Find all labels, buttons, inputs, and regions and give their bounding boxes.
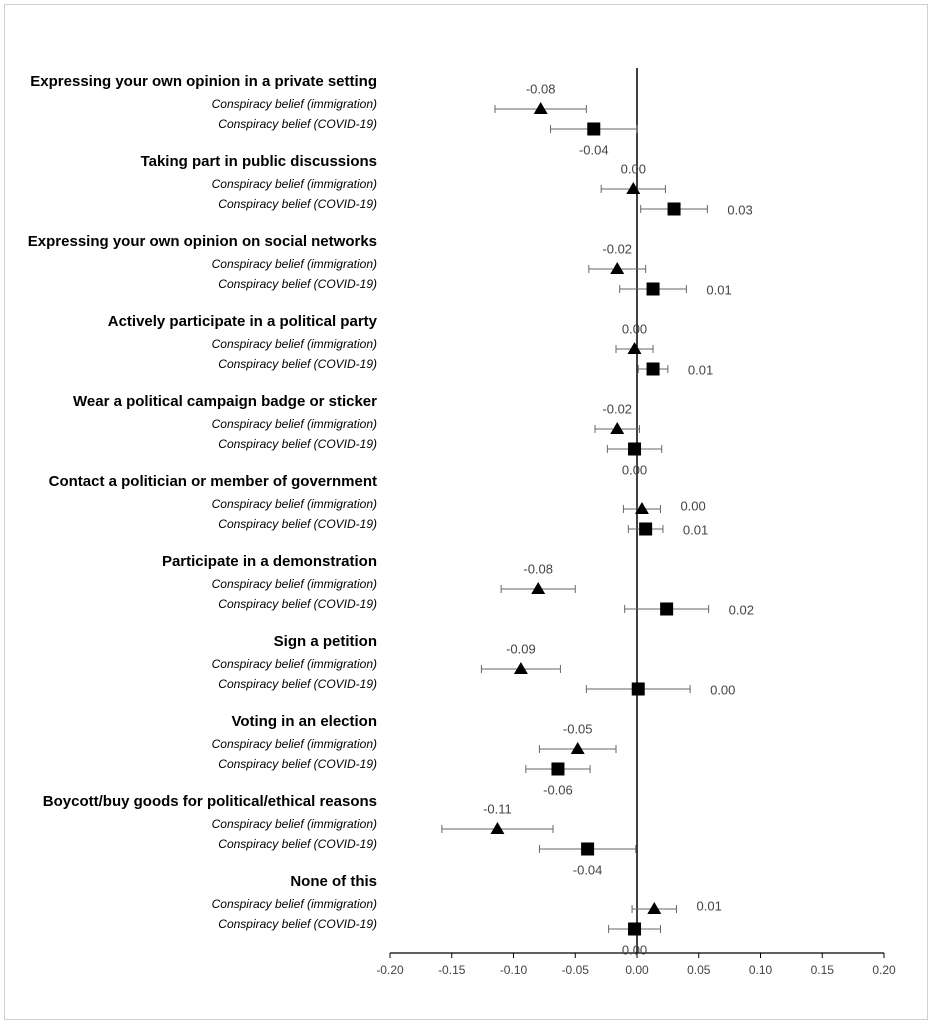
series-label: Conspiracy belief (COVID-19)	[218, 597, 377, 611]
series-label: Conspiracy belief (immigration)	[212, 177, 377, 191]
category-label: Sign a petition	[274, 633, 377, 650]
value-label: 0.00	[710, 682, 735, 697]
category-label: Actively participate in a political part…	[108, 313, 378, 330]
marker	[610, 422, 625, 434]
x-tick-label: 0.20	[872, 963, 896, 977]
x-tick-label: 0.10	[749, 963, 773, 977]
series-label: Conspiracy belief (COVID-19)	[218, 437, 377, 451]
series-label: Conspiracy belief (COVID-19)	[218, 677, 377, 691]
value-label: 0.01	[688, 362, 713, 377]
value-label: -0.02	[602, 241, 632, 256]
category-label: Wear a political campaign badge or stick…	[73, 393, 377, 410]
series-label: Conspiracy belief (immigration)	[212, 497, 377, 511]
marker	[631, 682, 645, 696]
value-label: -0.08	[523, 561, 553, 576]
series-label: Conspiracy belief (COVID-19)	[218, 197, 377, 211]
value-label: 0.00	[680, 498, 705, 513]
category-label: Taking part in public discussions	[141, 153, 377, 170]
marker	[634, 502, 649, 514]
series-label: Conspiracy belief (COVID-19)	[218, 517, 377, 531]
marker	[531, 582, 546, 594]
value-label: -0.09	[506, 641, 536, 656]
x-tick-label: -0.15	[438, 963, 466, 977]
x-tick-label: -0.05	[562, 963, 590, 977]
category-label: Expressing your own opinion on social ne…	[28, 233, 377, 250]
marker	[646, 362, 660, 376]
marker	[513, 662, 528, 674]
marker	[646, 282, 660, 296]
marker	[627, 342, 642, 354]
value-label: -0.02	[602, 401, 632, 416]
value-label: 0.03	[727, 202, 752, 217]
value-label: 0.01	[706, 282, 731, 297]
value-label: 0.00	[621, 161, 646, 176]
value-label: 0.00	[622, 942, 647, 957]
series-label: Conspiracy belief (immigration)	[212, 657, 377, 671]
series-label: Conspiracy belief (immigration)	[212, 817, 377, 831]
series-label: Conspiracy belief (COVID-19)	[218, 277, 377, 291]
marker	[628, 442, 642, 456]
marker	[660, 602, 674, 616]
value-label: 0.01	[683, 522, 708, 537]
value-label: -0.05	[563, 721, 593, 736]
value-label: -0.06	[543, 782, 573, 797]
series-label: Conspiracy belief (immigration)	[212, 897, 377, 911]
series-label: Conspiracy belief (COVID-19)	[218, 757, 377, 771]
category-label: None of this	[290, 873, 377, 890]
value-label: -0.04	[573, 862, 603, 877]
value-label: 0.00	[622, 321, 647, 336]
x-tick-label: 0.15	[811, 963, 835, 977]
marker	[533, 102, 548, 114]
x-tick-label: -0.20	[376, 963, 404, 977]
category-label: Expressing your own opinion in a private…	[30, 73, 377, 90]
frame	[4, 4, 928, 1020]
series-label: Conspiracy belief (immigration)	[212, 337, 377, 351]
series-label: Conspiracy belief (immigration)	[212, 417, 377, 431]
value-label: 0.02	[729, 602, 754, 617]
value-label: -0.04	[579, 142, 609, 157]
marker	[626, 182, 641, 194]
x-tick-label: 0.05	[687, 963, 711, 977]
marker	[639, 522, 653, 536]
x-tick-label: 0.00	[625, 963, 649, 977]
value-label: -0.08	[526, 81, 556, 96]
series-label: Conspiracy belief (COVID-19)	[218, 357, 377, 371]
marker	[667, 202, 681, 216]
category-label: Participate in a demonstration	[162, 553, 377, 570]
category-label: Voting in an election	[231, 713, 377, 730]
series-label: Conspiracy belief (COVID-19)	[218, 917, 377, 931]
category-label: Boycott/buy goods for political/ethical …	[43, 793, 377, 810]
series-label: Conspiracy belief (immigration)	[212, 737, 377, 751]
value-label: -0.11	[483, 801, 512, 816]
marker	[610, 262, 625, 274]
value-label: 0.00	[622, 462, 647, 477]
value-label: 0.01	[697, 898, 722, 913]
category-label: Contact a politician or member of govern…	[49, 473, 377, 490]
marker	[581, 842, 595, 856]
marker	[551, 762, 565, 776]
series-label: Conspiracy belief (immigration)	[212, 257, 377, 271]
marker	[647, 902, 662, 914]
series-label: Conspiracy belief (COVID-19)	[218, 117, 377, 131]
series-label: Conspiracy belief (COVID-19)	[218, 837, 377, 851]
series-label: Conspiracy belief (immigration)	[212, 577, 377, 591]
marker	[490, 822, 505, 834]
marker	[628, 922, 642, 936]
marker	[587, 122, 601, 136]
x-tick-label: -0.10	[500, 963, 528, 977]
marker	[570, 742, 585, 754]
series-label: Conspiracy belief (immigration)	[212, 97, 377, 111]
